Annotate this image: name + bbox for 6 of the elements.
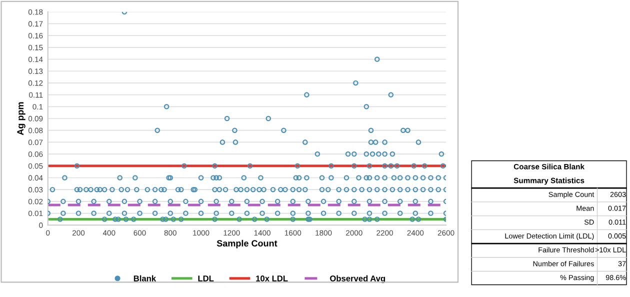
legend-label: Observed Avg <box>330 275 385 284</box>
x-axis-title: Sample Count <box>216 240 278 248</box>
legend-label: Blank <box>134 275 156 282</box>
legend-label: LDL <box>198 276 214 282</box>
y-axis-title: Ag ppm <box>17 102 26 136</box>
legend-label: 10x LDL <box>256 275 288 282</box>
